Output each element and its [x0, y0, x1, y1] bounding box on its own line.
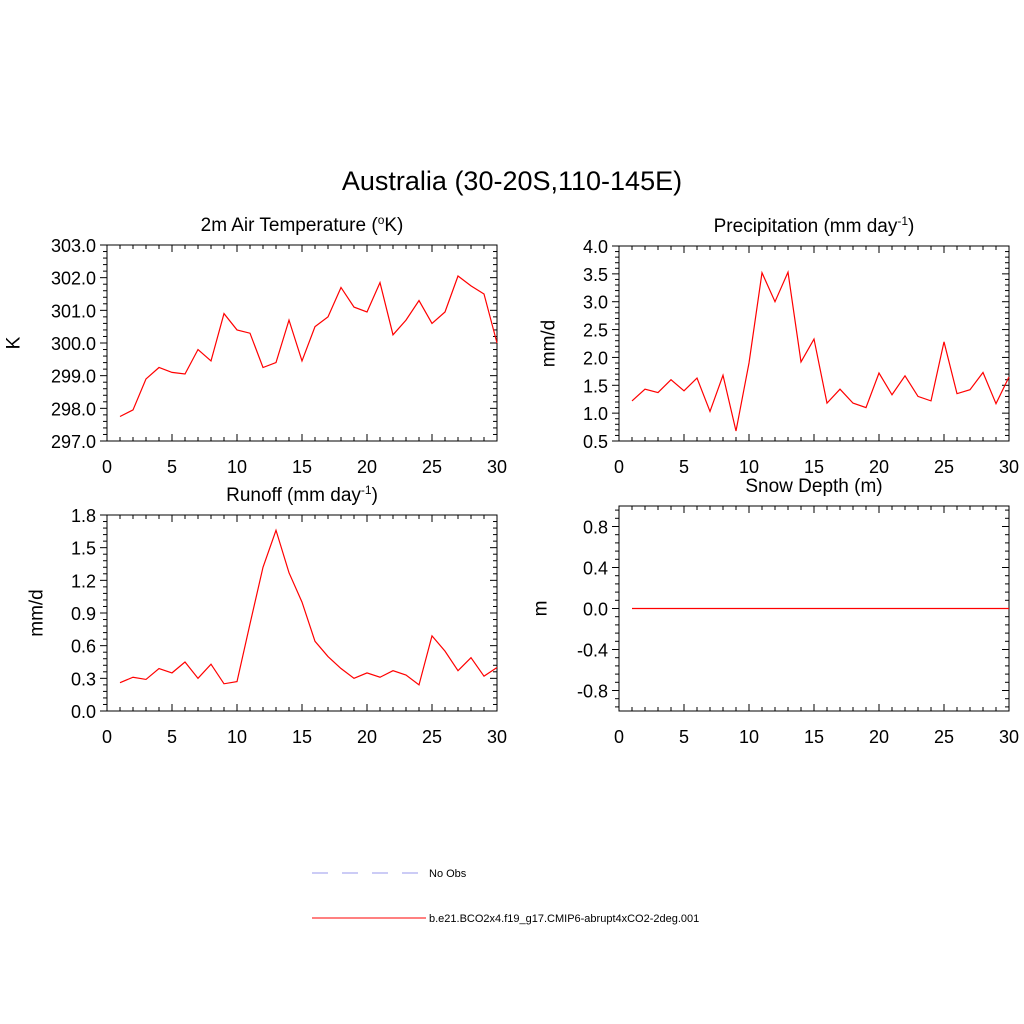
y-tick-label: 297.0 [51, 432, 96, 452]
legend-label-no-obs: No Obs [429, 868, 467, 880]
y-tick-label: 298.0 [51, 399, 96, 419]
x-tick-label: 0 [102, 457, 112, 477]
x-tick-label: 15 [804, 457, 824, 477]
y-tick-label: 1.8 [71, 506, 96, 526]
x-tick-label: 25 [422, 457, 442, 477]
x-tick-label: 15 [292, 457, 312, 477]
panel-title-runoff: Runoff (mm day-1) [226, 483, 378, 506]
y-tick-label: -0.4 [577, 641, 608, 661]
y-tick-label: 2.5 [583, 321, 608, 341]
x-tick-label: 5 [167, 457, 177, 477]
x-tick-label: 0 [614, 457, 624, 477]
panel-title-air-temperature: 2m Air Temperature (oK) [201, 213, 404, 236]
series-line-air-temperature [119, 275, 498, 418]
x-tick-label: 5 [167, 727, 177, 747]
x-tick-label: 20 [869, 727, 889, 747]
series-line-precipitation [631, 270, 1010, 432]
x-tick-label: 20 [357, 457, 377, 477]
plot-frame-air-temperature [106, 244, 498, 442]
y-tick-label: 0.9 [71, 604, 96, 624]
y-tick-label: 0.0 [71, 702, 96, 722]
y-tick-label: 303.0 [51, 236, 96, 256]
panel-snow-depth: Snow Depth (m) 0 5 10 15 20 25 30 -0.8 -0.4 0.0 0.4… [531, 476, 1020, 747]
x-tick-label: 15 [804, 727, 824, 747]
x-tick-label: 10 [739, 727, 759, 747]
y-tick-label: 4.0 [583, 237, 608, 257]
y-tick-label: 300.0 [51, 334, 96, 354]
x-tick-label: 0 [102, 727, 112, 747]
panel-title-snow-depth: Snow Depth (m) [745, 476, 882, 497]
plot-frame-runoff [106, 514, 498, 712]
x-tick-label: 30 [487, 727, 507, 747]
x-tick-label: 5 [679, 727, 689, 747]
panel-title-precipitation: Precipitation (mm day-1) [714, 214, 915, 237]
plot-frame-precipitation [618, 245, 1010, 442]
panel-air-temperature: 2m Air Temperature (oK) 0 5 10 15 20 25 30 297.0… [4, 213, 508, 477]
x-tick-label: 25 [422, 727, 442, 747]
x-tick-label: 30 [487, 457, 507, 477]
y-tick-label: 0.3 [71, 669, 96, 689]
x-tick-label: 15 [292, 727, 312, 747]
x-tick-label: 20 [357, 727, 377, 747]
y-tick-label: 1.5 [71, 539, 96, 559]
legend-label-model-run: b.e21.BCO2x4.f19_g17.CMIP6-abrupt4xCO2-2… [429, 913, 699, 925]
x-tick-label: 30 [999, 727, 1019, 747]
y-axis-label: mm/d [539, 320, 560, 368]
x-tick-label: 10 [227, 457, 247, 477]
y-tick-label: 0.5 [583, 432, 608, 452]
y-tick-label: 0.6 [71, 637, 96, 657]
y-tick-label: 1.0 [583, 404, 608, 424]
y-tick-label: 0.4 [583, 559, 608, 579]
panel-runoff: Runoff (mm day-1) 0 5 10 15 20 25 30 0.0 0.3 0.6 0.… [27, 483, 508, 747]
y-tick-label: 299.0 [51, 367, 96, 387]
y-tick-label: -0.8 [577, 682, 608, 702]
x-tick-label: 10 [739, 457, 759, 477]
y-tick-label: 301.0 [51, 301, 96, 321]
x-tick-label: 10 [227, 727, 247, 747]
y-axis-label: K [4, 336, 25, 349]
legend: No Obs b.e21.BCO2x4.f19_g17.CMIP6-abrupt… [312, 868, 699, 925]
y-tick-label: 3.0 [583, 293, 608, 313]
y-tick-label: 2.0 [583, 348, 608, 368]
figure-title: Australia (30-20S,110-145E) [342, 166, 682, 196]
y-tick-label: 1.5 [583, 376, 608, 396]
y-tick-label: 3.5 [583, 265, 608, 285]
panel-precipitation: Precipitation (mm day-1) 0 5 10 15 20 25 30 0.5 1… [539, 214, 1020, 477]
y-axis-label: m [531, 601, 552, 617]
x-tick-label: 25 [934, 727, 954, 747]
x-tick-label: 30 [999, 457, 1019, 477]
series-line-runoff [119, 528, 498, 686]
x-tick-label: 0 [614, 727, 624, 747]
y-tick-label: 1.2 [71, 571, 96, 591]
y-tick-label: 0.0 [583, 600, 608, 620]
x-tick-label: 25 [934, 457, 954, 477]
y-axis-label: mm/d [27, 589, 48, 637]
y-tick-label: 302.0 [51, 269, 96, 289]
x-tick-label: 20 [869, 457, 889, 477]
x-tick-label: 5 [679, 457, 689, 477]
y-tick-label: 0.8 [583, 518, 608, 538]
